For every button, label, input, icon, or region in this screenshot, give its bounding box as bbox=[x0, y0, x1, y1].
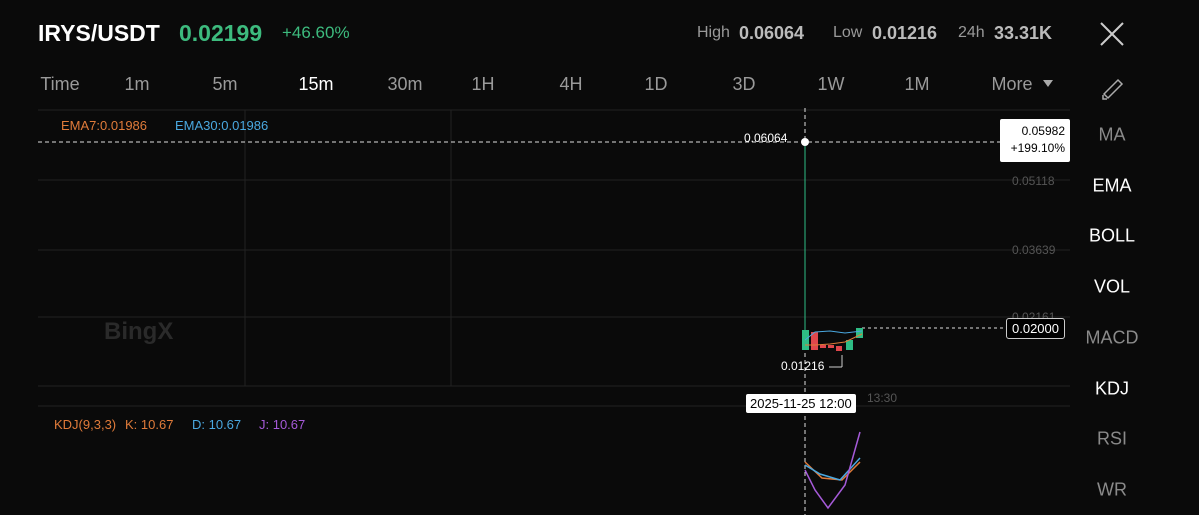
kdj-k: K: 10.67 bbox=[125, 417, 174, 432]
indicator-option[interactable]: EMA bbox=[1092, 175, 1132, 196]
interval-tab[interactable]: 1H bbox=[471, 74, 495, 94]
indicator-option[interactable]: RSI bbox=[1096, 428, 1128, 449]
low-label: Low bbox=[833, 24, 863, 41]
interval-tab[interactable]: 1m bbox=[124, 74, 150, 94]
high-label: High bbox=[697, 24, 730, 41]
crosshair-price-box: 0.05982 +199.10% bbox=[1000, 119, 1070, 162]
interval-tab[interactable]: 1M bbox=[904, 74, 930, 94]
interval-tab[interactable]: 4H bbox=[559, 74, 583, 94]
volume-label: 24h bbox=[958, 24, 985, 41]
indicator-option[interactable]: BOLL bbox=[1088, 225, 1136, 246]
interval-tab[interactable]: 30m bbox=[387, 74, 423, 94]
crosshair-time: 2025-11-25 12:00 bbox=[746, 394, 856, 413]
price-axis-label: 0.03639 bbox=[1012, 243, 1056, 257]
change: +46.60% bbox=[282, 23, 350, 42]
crosshair-change: +199.10% bbox=[1010, 141, 1065, 155]
time-tab[interactable]: Time bbox=[40, 74, 80, 94]
watermark: BingX bbox=[104, 318, 174, 345]
interval-tab[interactable]: 1W bbox=[817, 74, 845, 94]
low: 0.01216 bbox=[872, 23, 938, 43]
last-price: 0.02000 bbox=[1006, 318, 1065, 339]
interval-tab[interactable]: 15m bbox=[298, 74, 334, 94]
price: 0.02199 bbox=[179, 20, 263, 46]
low-marker: 0.01216 bbox=[781, 359, 825, 373]
price-axis-label: 0.05118 bbox=[1012, 174, 1055, 188]
ema30: EMA30:0.01986 bbox=[175, 118, 269, 133]
indicator-option[interactable]: MA bbox=[1098, 124, 1126, 145]
kdj-title: KDJ(9,3,3) bbox=[54, 417, 117, 432]
high: 0.06064 bbox=[739, 23, 805, 43]
kdj-d: D: 10.67 bbox=[192, 417, 242, 432]
kdj-j: J: 10.67 bbox=[259, 417, 306, 432]
pair: IRYS/USDT bbox=[38, 20, 160, 46]
interval-tab[interactable]: 5m bbox=[212, 74, 238, 94]
indicator-option[interactable]: KDJ bbox=[1094, 378, 1130, 398]
high-marker: 0.06064 bbox=[744, 131, 788, 145]
ema7: EMA7:0.01986 bbox=[61, 118, 148, 133]
indicator-option[interactable]: WR bbox=[1097, 479, 1127, 500]
interval-tab[interactable]: 3D bbox=[732, 74, 756, 94]
crosshair-price: 0.05982 bbox=[1021, 124, 1065, 138]
indicator-option[interactable]: MACD bbox=[1085, 327, 1139, 348]
interval-tab[interactable]: 1D bbox=[644, 74, 668, 94]
interval-tab[interactable]: More bbox=[991, 74, 1033, 94]
indicator-option[interactable]: VOL bbox=[1093, 276, 1131, 297]
time-axis-label: 13:30 bbox=[867, 391, 898, 405]
volume: 33.31K bbox=[994, 23, 1053, 43]
dropdown-arrow bbox=[1043, 80, 1053, 87]
